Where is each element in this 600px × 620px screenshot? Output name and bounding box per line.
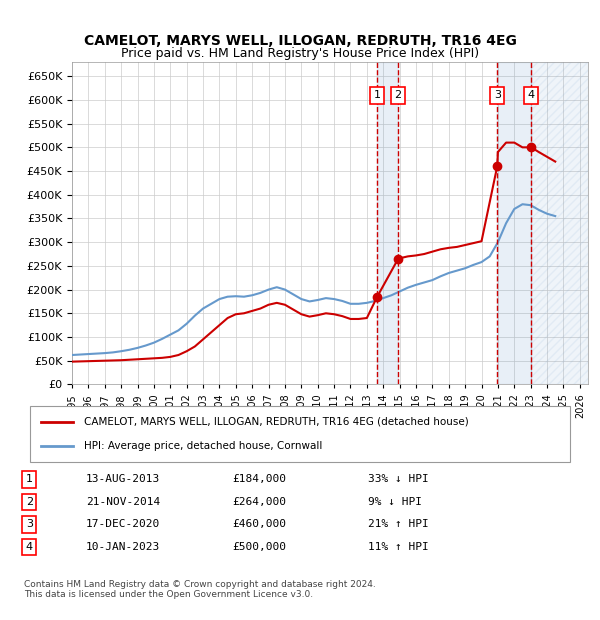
Text: 17-DEC-2020: 17-DEC-2020 [86,520,160,529]
Text: £184,000: £184,000 [232,474,286,484]
Text: 9% ↓ HPI: 9% ↓ HPI [368,497,422,507]
Text: £500,000: £500,000 [232,542,286,552]
Bar [497,62,531,384]
Text: CAMELOT, MARYS WELL, ILLOGAN, REDRUTH, TR16 4EG (detached house): CAMELOT, MARYS WELL, ILLOGAN, REDRUTH, T… [84,417,469,427]
Text: 2: 2 [26,497,33,507]
Text: £264,000: £264,000 [232,497,286,507]
Bar [377,62,398,384]
Text: £460,000: £460,000 [232,520,286,529]
Text: CAMELOT, MARYS WELL, ILLOGAN, REDRUTH, TR16 4EG: CAMELOT, MARYS WELL, ILLOGAN, REDRUTH, T… [83,34,517,48]
Text: 3: 3 [494,90,501,100]
Text: 21% ↑ HPI: 21% ↑ HPI [368,520,428,529]
Text: Price paid vs. HM Land Registry's House Price Index (HPI): Price paid vs. HM Land Registry's House … [121,46,479,60]
Text: Contains HM Land Registry data © Crown copyright and database right 2024.
This d: Contains HM Land Registry data © Crown c… [24,580,376,599]
Text: HPI: Average price, detached house, Cornwall: HPI: Average price, detached house, Corn… [84,441,322,451]
FancyBboxPatch shape [30,406,570,462]
Text: 1: 1 [373,90,380,100]
Text: 21-NOV-2014: 21-NOV-2014 [86,497,160,507]
Text: 3: 3 [26,520,33,529]
Text: 33% ↓ HPI: 33% ↓ HPI [368,474,428,484]
Text: 10-JAN-2023: 10-JAN-2023 [86,542,160,552]
Text: 1: 1 [26,474,33,484]
Text: 13-AUG-2013: 13-AUG-2013 [86,474,160,484]
Text: 11% ↑ HPI: 11% ↑ HPI [368,542,428,552]
Bar [531,62,588,384]
Text: 2: 2 [394,90,401,100]
Text: 4: 4 [527,90,535,100]
Text: 4: 4 [26,542,33,552]
